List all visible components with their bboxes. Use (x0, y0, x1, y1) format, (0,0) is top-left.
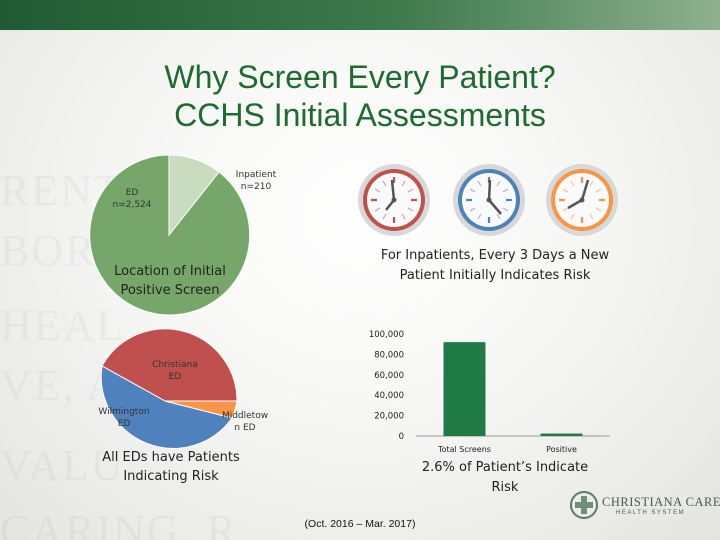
title-line-1: Why Screen Every Patient? (164, 59, 556, 95)
date-range: (Oct. 2016 – Mar. 2017) (304, 518, 416, 530)
christiana-care-logo: CHRISTIANA CARE HEALTH SYSTEM (570, 487, 720, 527)
ed-pie-chart (100, 328, 238, 449)
y-tick-label: 60,000 (374, 371, 404, 381)
christiana-sublabel: ED (168, 372, 182, 382)
result-statement: 2.6% of Patient’s Indicate Risk (395, 458, 615, 498)
middletown-slice-label: Middletow n ED (215, 410, 275, 434)
christiana-slice-label: Christiana ED (145, 359, 205, 383)
clock-blue-icon (453, 164, 525, 236)
middletown-label: Middletow (221, 411, 269, 421)
title-line-2: CCHS Initial Assessments (174, 97, 546, 133)
location-pie-chart (89, 154, 250, 316)
y-tick-label: 100,000 (369, 330, 404, 340)
result-line-1: 2.6% of Patient’s Indicate (421, 460, 589, 475)
pie-slice-christiana (101, 328, 238, 402)
watermark-word: CARING, R (0, 505, 238, 540)
result-line-2: Risk (491, 480, 519, 495)
y-tick-label: 20,000 (374, 412, 404, 422)
inpatients-note: For Inpatients, Every 3 Days a New Patie… (345, 246, 645, 286)
pie-slice-ed (89, 154, 250, 316)
watermark-word: BOR (0, 225, 96, 276)
ed-caption-line-1: All EDs have Patients (102, 450, 240, 465)
location-chart-caption: Location of Initial Positive Screen (90, 262, 250, 300)
ed-label: ED (125, 188, 139, 198)
pie-slice-inpatient (168, 154, 220, 237)
y-tick-label: 0 (399, 432, 404, 442)
pie-slice-wilmington (100, 365, 233, 449)
ed-slice-label: ED n=2,524 (104, 187, 160, 211)
ed-chart-caption: All EDs have Patients Indicating Risk (85, 448, 257, 486)
bar-positive (540, 433, 583, 436)
y-tick-label: 40,000 (374, 391, 404, 401)
x-tick-label: Total Screens (437, 445, 491, 454)
y-tick-label: 80,000 (374, 350, 404, 360)
clock-icons (358, 164, 618, 236)
wilmington-slice-label: Wilmington ED (94, 406, 154, 430)
slide-title: Why Screen Every Patient? CCHS Initial A… (60, 58, 660, 134)
christiana-label: Christiana (152, 360, 198, 370)
clock-red-icon (358, 164, 430, 236)
logo-name: CHRISTIANA CARE (602, 495, 720, 509)
inpatients-note-line-2: Patient Initially Indicates Risk (399, 268, 591, 283)
inpatient-label: Inpatient (235, 170, 277, 180)
wilmington-label: Wilmington (98, 407, 150, 417)
x-tick-label: Positive (546, 445, 577, 454)
wilmington-sublabel: ED (117, 419, 131, 429)
logo-mark-icon (570, 491, 598, 519)
ed-caption-line-2: Indicating Risk (123, 469, 219, 484)
location-caption-line-2: Positive Screen (120, 283, 220, 298)
logo-subtitle: HEALTH SYSTEM (616, 510, 686, 516)
clock-orange-icon (546, 164, 618, 236)
bar-total-screens (443, 342, 486, 436)
ed-count: n=2,524 (112, 200, 152, 210)
middletown-sublabel: n ED (234, 423, 256, 433)
pie-slice-middletown (164, 400, 238, 419)
inpatients-note-line-1: For Inpatients, Every 3 Days a New (380, 248, 610, 263)
screens-bar-chart: 0 20,000 40,000 60,000 80,000 100,000 Total Sc… (369, 330, 610, 454)
location-caption-line-1: Location of Initial (114, 264, 226, 279)
inpatient-slice-label: Inpatient n=210 (226, 169, 286, 193)
top-banner (0, 0, 720, 30)
inpatient-count: n=210 (240, 182, 272, 192)
